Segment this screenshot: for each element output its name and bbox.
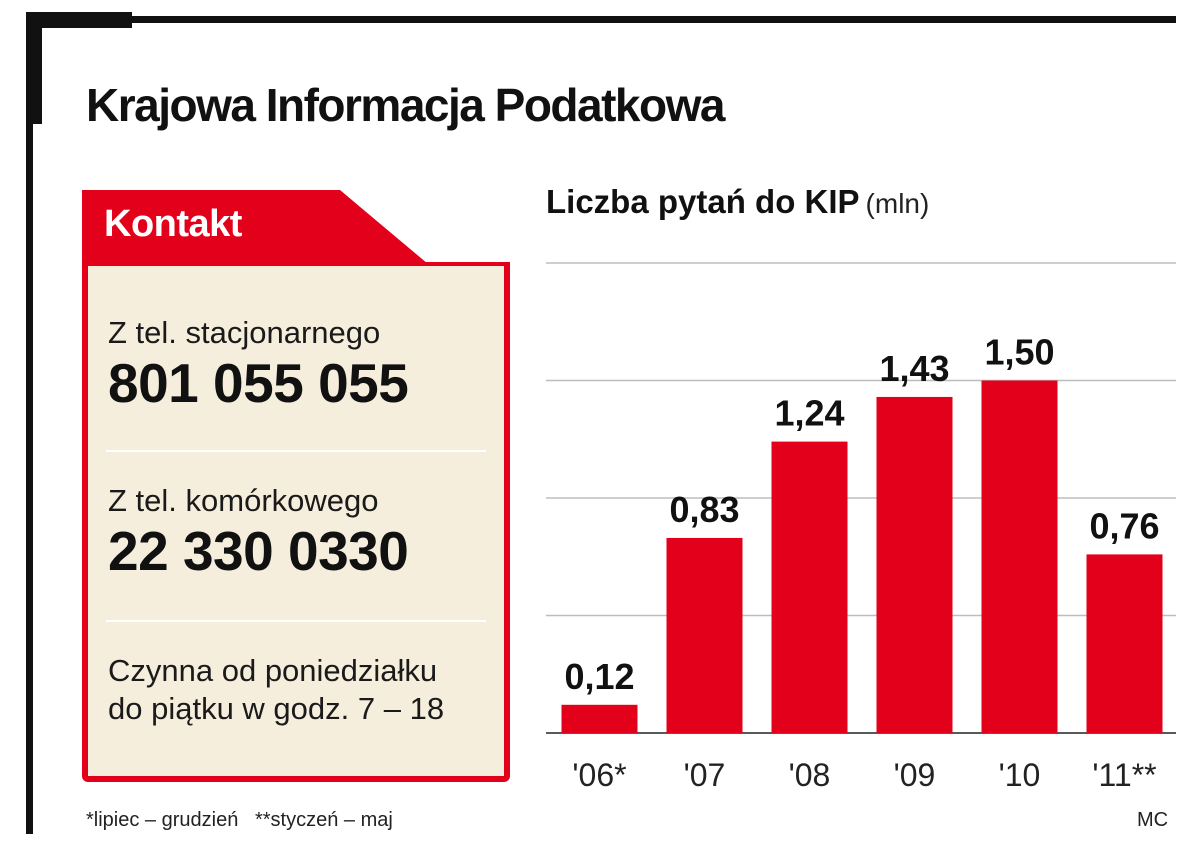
frame-left-rule [26, 16, 33, 834]
data-label: 1,50 [984, 332, 1054, 373]
data-label: 1,43 [879, 348, 949, 389]
mobile-number: 22 330 0330 [108, 520, 409, 582]
landline-number: 801 055 055 [108, 352, 409, 414]
chart-title-text: Liczba pytań do KIP [546, 183, 860, 220]
data-label: 0,83 [669, 489, 739, 530]
contact-header-label: Kontakt [104, 203, 242, 245]
landline-section: Z tel. stacjonarnego 801 055 055 [108, 314, 484, 414]
data-label: 1,24 [774, 393, 844, 434]
bar [876, 396, 953, 733]
x-tick-label: '09 [894, 757, 936, 793]
frame-corner-block [26, 12, 132, 28]
footnote: *lipiec – grudzień **styczeń – maj [86, 809, 393, 831]
contact-header-tab [82, 190, 442, 270]
chart-unit: (mln) [865, 188, 930, 219]
bar [561, 704, 638, 733]
hours-line-2: do piątku w godz. 7 – 18 [108, 691, 445, 726]
credit: MC [1137, 809, 1169, 831]
bar [1086, 554, 1163, 733]
frame-top-rule [26, 16, 1176, 23]
bar [771, 441, 848, 733]
hours-line-1: Czynna od poniedziałku [108, 653, 438, 688]
x-tick-label: '10 [999, 757, 1041, 793]
mobile-label: Z tel. komórkowego [108, 483, 379, 518]
data-label: 0,12 [564, 656, 634, 697]
bar [666, 537, 743, 733]
chart-title: Liczba pytań do KIP (mln) [546, 183, 929, 221]
x-tick-label: '08 [789, 757, 831, 793]
mobile-section: Z tel. komórkowego 22 330 0330 [108, 482, 484, 582]
contact-card: Z tel. stacjonarnego 801 055 055 Z tel. … [82, 262, 510, 782]
page-title: Krajowa Informacja Podatkowa [86, 79, 725, 131]
x-tick-label: '06* [572, 757, 626, 793]
hours-section: Czynna od poniedziałku do piątku w godz.… [108, 652, 484, 728]
x-tick-label: '11** [1092, 757, 1156, 793]
data-label: 0,76 [1089, 505, 1159, 546]
card-divider [106, 620, 486, 622]
x-tick-label: '07 [684, 757, 726, 793]
frame-left-tab [26, 12, 42, 124]
card-divider [106, 450, 486, 452]
bar [981, 380, 1058, 733]
landline-label: Z tel. stacjonarnego [108, 315, 381, 350]
